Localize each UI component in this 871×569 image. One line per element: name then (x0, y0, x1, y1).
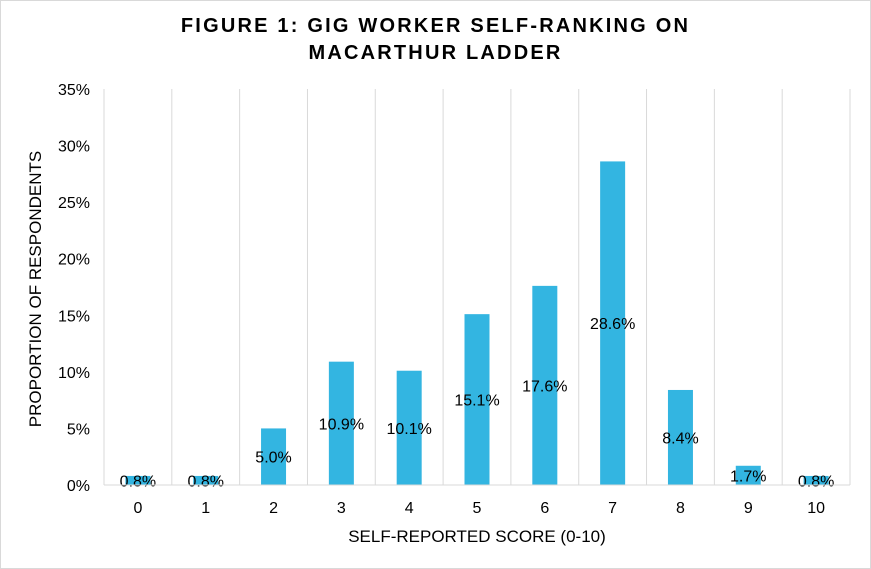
bar-3 (328, 361, 354, 485)
x-tick-label-6: 6 (540, 500, 549, 517)
y-axis-title: PROPORTION OF RESPONDENTS (26, 151, 45, 427)
x-tick-label-4: 4 (405, 500, 414, 517)
y-tick-label-0: 0% (67, 478, 90, 495)
bar-4 (396, 370, 422, 485)
bar-2 (261, 428, 287, 485)
data-label-4: 10.1% (386, 421, 431, 438)
data-label-3: 10.9% (319, 416, 364, 433)
x-tick-label-9: 9 (744, 500, 753, 517)
x-tick-label-10: 10 (807, 500, 825, 517)
data-label-7: 28.6% (590, 316, 635, 333)
bar-0 (125, 475, 151, 485)
bar-7 (600, 161, 626, 485)
bar-8 (667, 389, 693, 485)
x-axis-ticks: 0 1 2 3 4 5 6 7 8 9 10 (133, 500, 825, 517)
y-tick-label-10: 10% (58, 365, 90, 382)
data-label-8: 8.4% (662, 430, 698, 447)
bar-9 (735, 465, 761, 485)
bar-1 (193, 475, 219, 485)
x-tick-label-8: 8 (676, 500, 685, 517)
gridlines (103, 89, 851, 485)
chart-title: FIGURE 1: GIG WORKER SELF-RANKING ON MAC… (1, 13, 870, 67)
data-label-10: 0.8% (798, 473, 834, 490)
y-tick-label-30: 30% (58, 139, 90, 156)
bar-6 (532, 285, 558, 485)
y-axis-ticks: 0% 5% 10% 15% 20% 25% 30% 35% (58, 82, 90, 495)
x-axis-title: SELF-REPORTED SCORE (0-10) (348, 527, 606, 546)
data-label-9: 1.7% (730, 468, 766, 485)
y-tick-label-15: 15% (58, 308, 90, 325)
x-tick-label-1: 1 (201, 500, 210, 517)
x-tick-label-7: 7 (608, 500, 617, 517)
data-label-1: 0.8% (187, 473, 223, 490)
x-tick-label-3: 3 (337, 500, 346, 517)
y-tick-label-35: 35% (58, 82, 90, 99)
y-tick-label-20: 20% (58, 252, 90, 269)
x-tick-label-5: 5 (473, 500, 482, 517)
chart-title-line-2: MACARTHUR LADDER (308, 42, 563, 64)
x-tick-label-0: 0 (133, 500, 142, 517)
data-label-2: 5.0% (255, 450, 291, 467)
bars (125, 161, 829, 485)
data-label-5: 15.1% (454, 393, 499, 410)
data-label-6: 17.6% (522, 378, 567, 395)
data-labels: 0.8% 0.8% 5.0% 10.9% 10.1% 15.1% 17.6% 28.6% 8.4… (120, 316, 835, 490)
data-label-0: 0.8% (120, 473, 156, 490)
bar-10 (803, 475, 829, 485)
x-tick-label-2: 2 (269, 500, 278, 517)
y-tick-label-25: 25% (58, 195, 90, 212)
y-tick-label-5: 5% (67, 421, 90, 438)
bar-5 (464, 314, 490, 485)
chart-title-line-1: FIGURE 1: GIG WORKER SELF-RANKING ON (180, 15, 691, 37)
